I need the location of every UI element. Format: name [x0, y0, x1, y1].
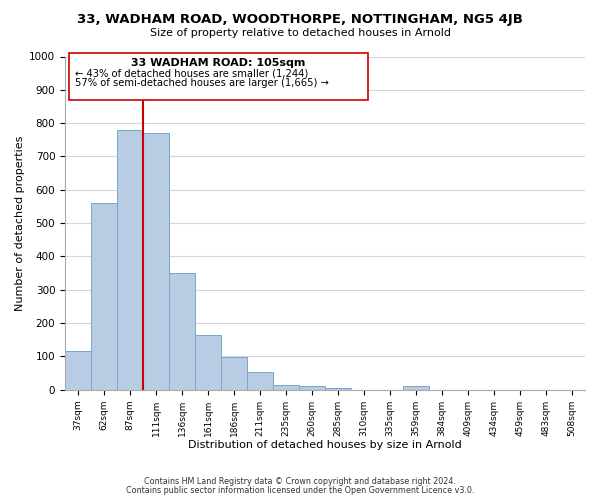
X-axis label: Distribution of detached houses by size in Arnold: Distribution of detached houses by size … — [188, 440, 462, 450]
Text: 33 WADHAM ROAD: 105sqm: 33 WADHAM ROAD: 105sqm — [131, 58, 305, 68]
Bar — [195, 335, 221, 390]
Bar — [325, 388, 351, 390]
Bar — [65, 352, 91, 390]
Bar — [169, 273, 195, 390]
Text: 33, WADHAM ROAD, WOODTHORPE, NOTTINGHAM, NG5 4JB: 33, WADHAM ROAD, WOODTHORPE, NOTTINGHAM,… — [77, 12, 523, 26]
Bar — [221, 358, 247, 390]
Text: Contains HM Land Registry data © Crown copyright and database right 2024.: Contains HM Land Registry data © Crown c… — [144, 477, 456, 486]
Text: ← 43% of detached houses are smaller (1,244): ← 43% of detached houses are smaller (1,… — [76, 68, 308, 78]
Y-axis label: Number of detached properties: Number of detached properties — [15, 136, 25, 311]
Bar — [299, 386, 325, 390]
Text: 57% of semi-detached houses are larger (1,665) →: 57% of semi-detached houses are larger (… — [76, 78, 329, 88]
Text: Contains public sector information licensed under the Open Government Licence v3: Contains public sector information licen… — [126, 486, 474, 495]
FancyBboxPatch shape — [69, 53, 368, 100]
Bar — [403, 386, 429, 390]
Bar — [117, 130, 143, 390]
Bar — [247, 372, 273, 390]
Bar — [273, 386, 299, 390]
Bar — [91, 203, 117, 390]
Text: Size of property relative to detached houses in Arnold: Size of property relative to detached ho… — [149, 28, 451, 38]
Bar — [143, 133, 169, 390]
